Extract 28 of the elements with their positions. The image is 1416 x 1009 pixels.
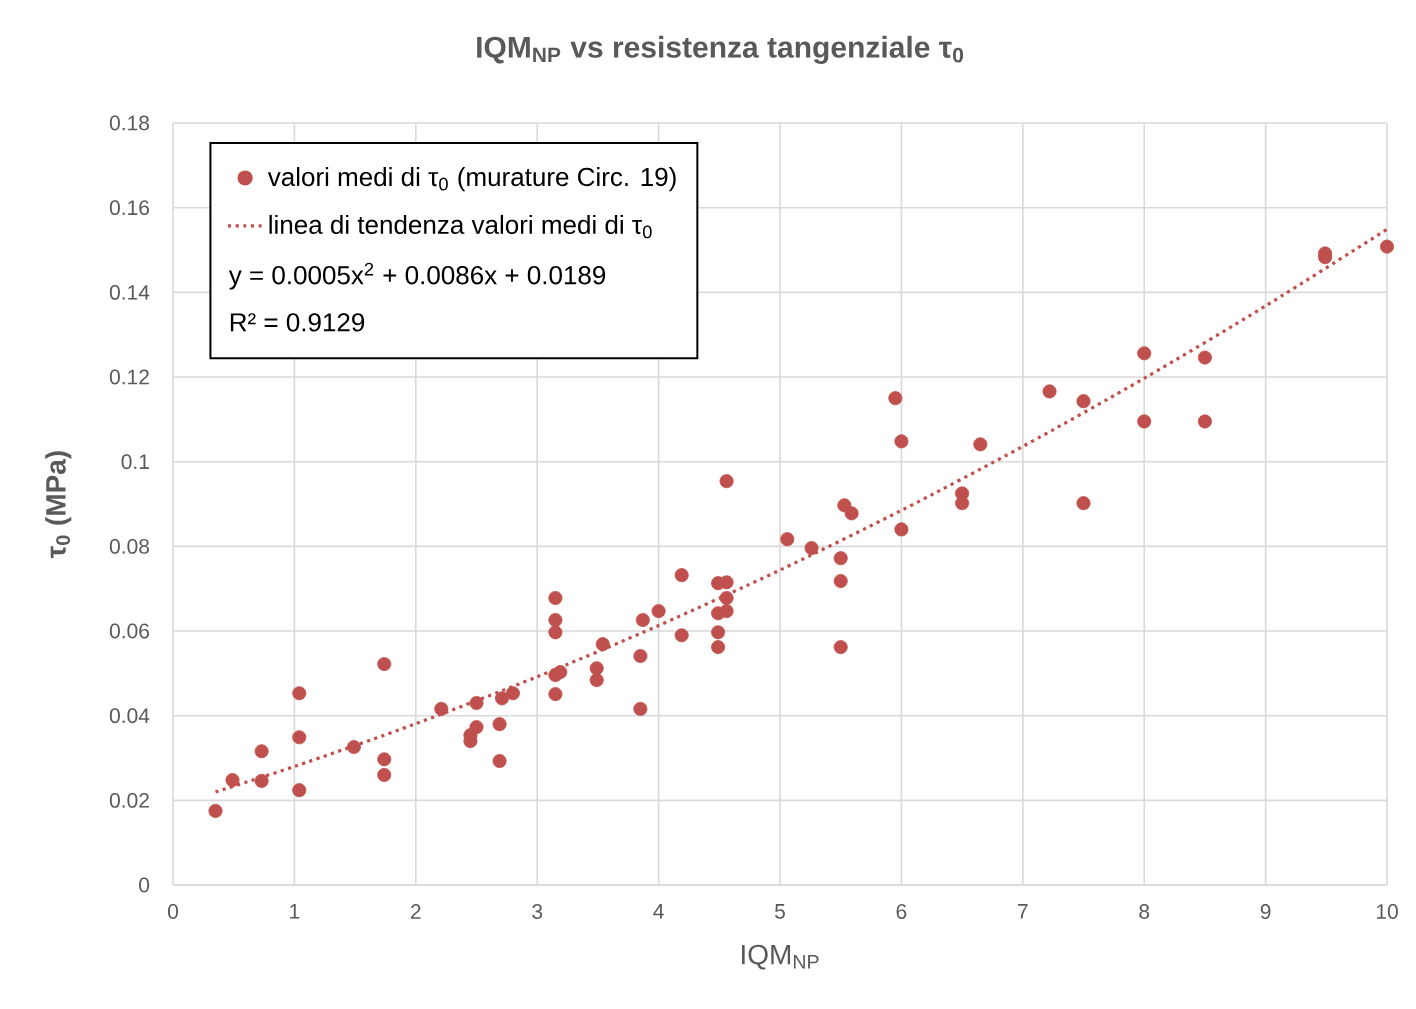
y-tick-label: 0.04 bbox=[109, 708, 150, 724]
x-tick-label: 3 bbox=[532, 904, 543, 919]
y-tick-label: 0.16 bbox=[109, 200, 150, 216]
x-tick-label: 7 bbox=[1018, 904, 1028, 919]
y-tick-label: 0.14 bbox=[109, 284, 150, 300]
y-tick-label: 0.06 bbox=[109, 623, 150, 639]
y-tick-label: 0.02 bbox=[109, 792, 149, 808]
x-tick-label: 6 bbox=[896, 904, 907, 919]
y-tick-label: 0.08 bbox=[109, 538, 150, 554]
y-tick-label: 0.18 bbox=[109, 115, 150, 131]
x-tick-label: 0 bbox=[167, 904, 179, 919]
legend-label: linea di tendenza valori medi di τ$_{0}$ bbox=[269, 214, 652, 239]
x-tick-label: 8 bbox=[1139, 904, 1150, 919]
x-axis-title: IQM$_{NP}$ bbox=[742, 944, 819, 970]
annotation: y = 0.0005x$^{2}$ + 0.0086x + 0.0189 bbox=[228, 262, 606, 290]
x-tick-label: 2 bbox=[411, 904, 421, 919]
y-tick-label: 0 bbox=[139, 877, 150, 893]
annotation: R² = 0.9129 bbox=[230, 313, 365, 332]
y-tick-label: 0.1 bbox=[121, 454, 149, 470]
legend-label: valori medi di τ$_{0}$ (murature Circ. 19) bbox=[267, 167, 676, 192]
chart-title: IQM$_{NP}$ vs resistenza tangenziale τ$_{0}$ bbox=[477, 35, 964, 64]
x-tick-label: 5 bbox=[775, 904, 785, 919]
x-tick-label: 4 bbox=[653, 904, 664, 919]
x-tick-label: 1 bbox=[290, 904, 300, 919]
y-axis-title: τ$_{0}$ (MPa) bbox=[45, 451, 72, 558]
y-tick-label: 0.12 bbox=[109, 369, 149, 385]
x-tick-label: 9 bbox=[1260, 904, 1271, 919]
x-tick-label: 10 bbox=[1376, 904, 1398, 919]
